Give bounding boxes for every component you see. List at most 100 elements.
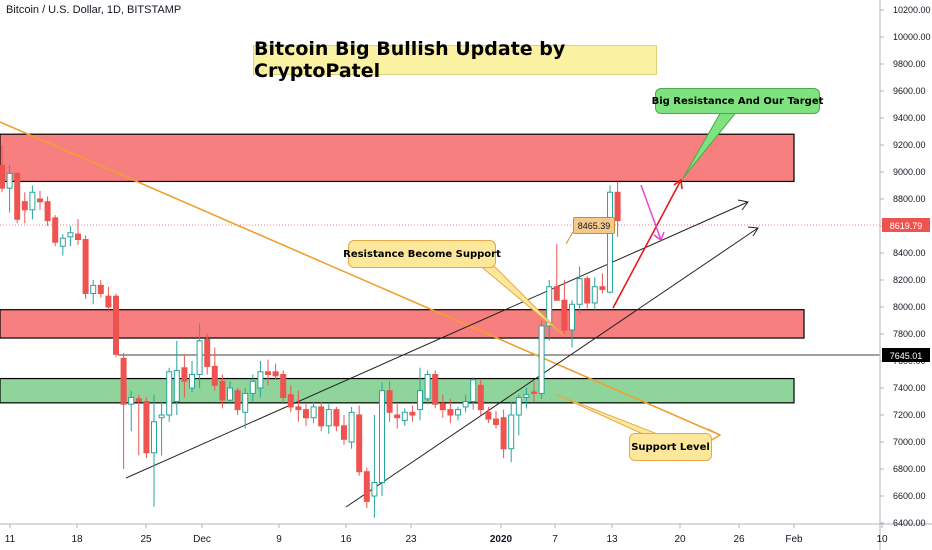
candle-down bbox=[432, 374, 439, 405]
x-tick-label: Dec bbox=[193, 534, 211, 545]
candle-down bbox=[439, 403, 446, 411]
y-tick-label: 8800.00 bbox=[893, 194, 926, 204]
candle-down bbox=[120, 357, 127, 405]
candle-up bbox=[6, 172, 13, 189]
x-tick-label: 13 bbox=[606, 534, 618, 545]
candle-up bbox=[470, 379, 477, 402]
candle-down bbox=[553, 286, 560, 301]
high-price-tag: 8465.39 bbox=[573, 217, 615, 234]
candle-down bbox=[333, 409, 340, 427]
target-path-arrow bbox=[673, 178, 683, 190]
candle-down bbox=[105, 295, 112, 308]
candle-down bbox=[143, 401, 150, 454]
candle-up bbox=[67, 232, 74, 238]
lower-channel-line bbox=[345, 227, 759, 508]
candle-down bbox=[265, 371, 271, 375]
candle-up bbox=[29, 191, 36, 211]
candle-down bbox=[234, 390, 241, 411]
high-tag-pointer bbox=[565, 231, 574, 245]
x-tick-label: 2020 bbox=[490, 534, 513, 545]
candle-down bbox=[599, 286, 606, 290]
candle-up bbox=[166, 371, 173, 416]
price-zones bbox=[0, 133, 805, 404]
symbol-label: Bitcoin / U.S. Dollar, 1D, BITSTAMP bbox=[6, 4, 182, 16]
x-tick-label: 23 bbox=[405, 534, 417, 545]
y-tick-label: 9400.00 bbox=[893, 113, 926, 123]
candle-down bbox=[447, 409, 454, 416]
candle-down bbox=[181, 367, 188, 382]
y-tick-label: 10200.00 bbox=[893, 5, 931, 15]
candle-down bbox=[97, 284, 104, 294]
candle-down bbox=[295, 406, 302, 411]
x-tick-label: 9 bbox=[276, 534, 282, 545]
candle-up bbox=[348, 411, 355, 443]
candle-up bbox=[379, 390, 385, 484]
x-ticks: 11 18 25 Dec 9 16 23 2020 7 13 20 26 Feb 10 bbox=[5, 524, 888, 545]
candle-up bbox=[455, 409, 461, 416]
candle-down bbox=[394, 414, 401, 419]
candle-up bbox=[462, 401, 469, 408]
x-tick-label: Feb bbox=[785, 534, 803, 545]
target-path-line bbox=[612, 179, 682, 309]
y-tick-label: 7000.00 bbox=[893, 437, 926, 447]
candle-up bbox=[569, 303, 575, 331]
y-tick-label: 6800.00 bbox=[893, 464, 926, 474]
candle-up bbox=[591, 286, 598, 304]
candle-down bbox=[44, 201, 51, 222]
candle-down bbox=[14, 172, 21, 220]
candle-up bbox=[325, 409, 332, 427]
candle-up bbox=[257, 371, 264, 389]
candle-down bbox=[0, 164, 5, 189]
y-tick-label: 7400.00 bbox=[893, 383, 926, 393]
target-callout: Big Resistance And Our Target bbox=[652, 88, 823, 114]
candle-down bbox=[561, 299, 568, 331]
candle-up bbox=[128, 396, 135, 405]
candles bbox=[0, 145, 621, 518]
x-tick-label: 18 bbox=[71, 534, 83, 545]
y-ticks: 10200.00 10000.00 9800.00 9600.00 9400.00 920… bbox=[880, 5, 931, 528]
candle-down bbox=[356, 414, 363, 473]
current-price-label: 8619.79 bbox=[890, 221, 923, 231]
y-tick-label: 8400.00 bbox=[893, 248, 926, 258]
candle-down bbox=[52, 217, 59, 243]
y-tick-label: 6600.00 bbox=[893, 491, 926, 501]
upper-channel-arrow bbox=[737, 199, 749, 211]
candle-up bbox=[158, 414, 165, 419]
candle-down bbox=[21, 201, 28, 211]
current-price-tag bbox=[882, 218, 930, 232]
candle-down bbox=[303, 409, 309, 419]
candle-down bbox=[82, 239, 89, 294]
candle-down bbox=[386, 390, 393, 413]
candle-down bbox=[318, 406, 325, 427]
candle-down bbox=[477, 384, 484, 411]
candle-down bbox=[500, 417, 507, 450]
y-tick-label: 9200.00 bbox=[893, 140, 926, 150]
candle-down bbox=[37, 198, 43, 203]
candle-down bbox=[135, 398, 142, 402]
candle-up bbox=[90, 284, 97, 294]
candle-up bbox=[151, 421, 157, 454]
x-tick-label: 26 bbox=[733, 534, 745, 545]
x-tick-label: 20 bbox=[674, 534, 686, 545]
support-callout: Support Level bbox=[629, 433, 712, 461]
y-tick-label: 10000.00 bbox=[893, 32, 931, 42]
zone-upper-resistance bbox=[0, 133, 795, 183]
candle-down bbox=[363, 471, 370, 502]
candle-up bbox=[607, 191, 613, 293]
x-tick-label: 10 bbox=[876, 534, 888, 545]
y-tick-label: 8000.00 bbox=[893, 302, 926, 312]
x-tick-label: 25 bbox=[140, 534, 152, 545]
descending-trendline bbox=[0, 121, 721, 436]
candle-down bbox=[287, 394, 294, 408]
zone-support bbox=[0, 377, 795, 404]
candle-up bbox=[249, 380, 256, 394]
x-tick-label: 16 bbox=[340, 534, 352, 545]
candle-up bbox=[523, 394, 530, 398]
y-tick-label: 9600.00 bbox=[893, 86, 926, 96]
y-tick-label: 9800.00 bbox=[893, 59, 926, 69]
x-tick-label: 7 bbox=[552, 534, 558, 545]
candle-up bbox=[515, 396, 522, 416]
candle-up bbox=[242, 392, 249, 413]
